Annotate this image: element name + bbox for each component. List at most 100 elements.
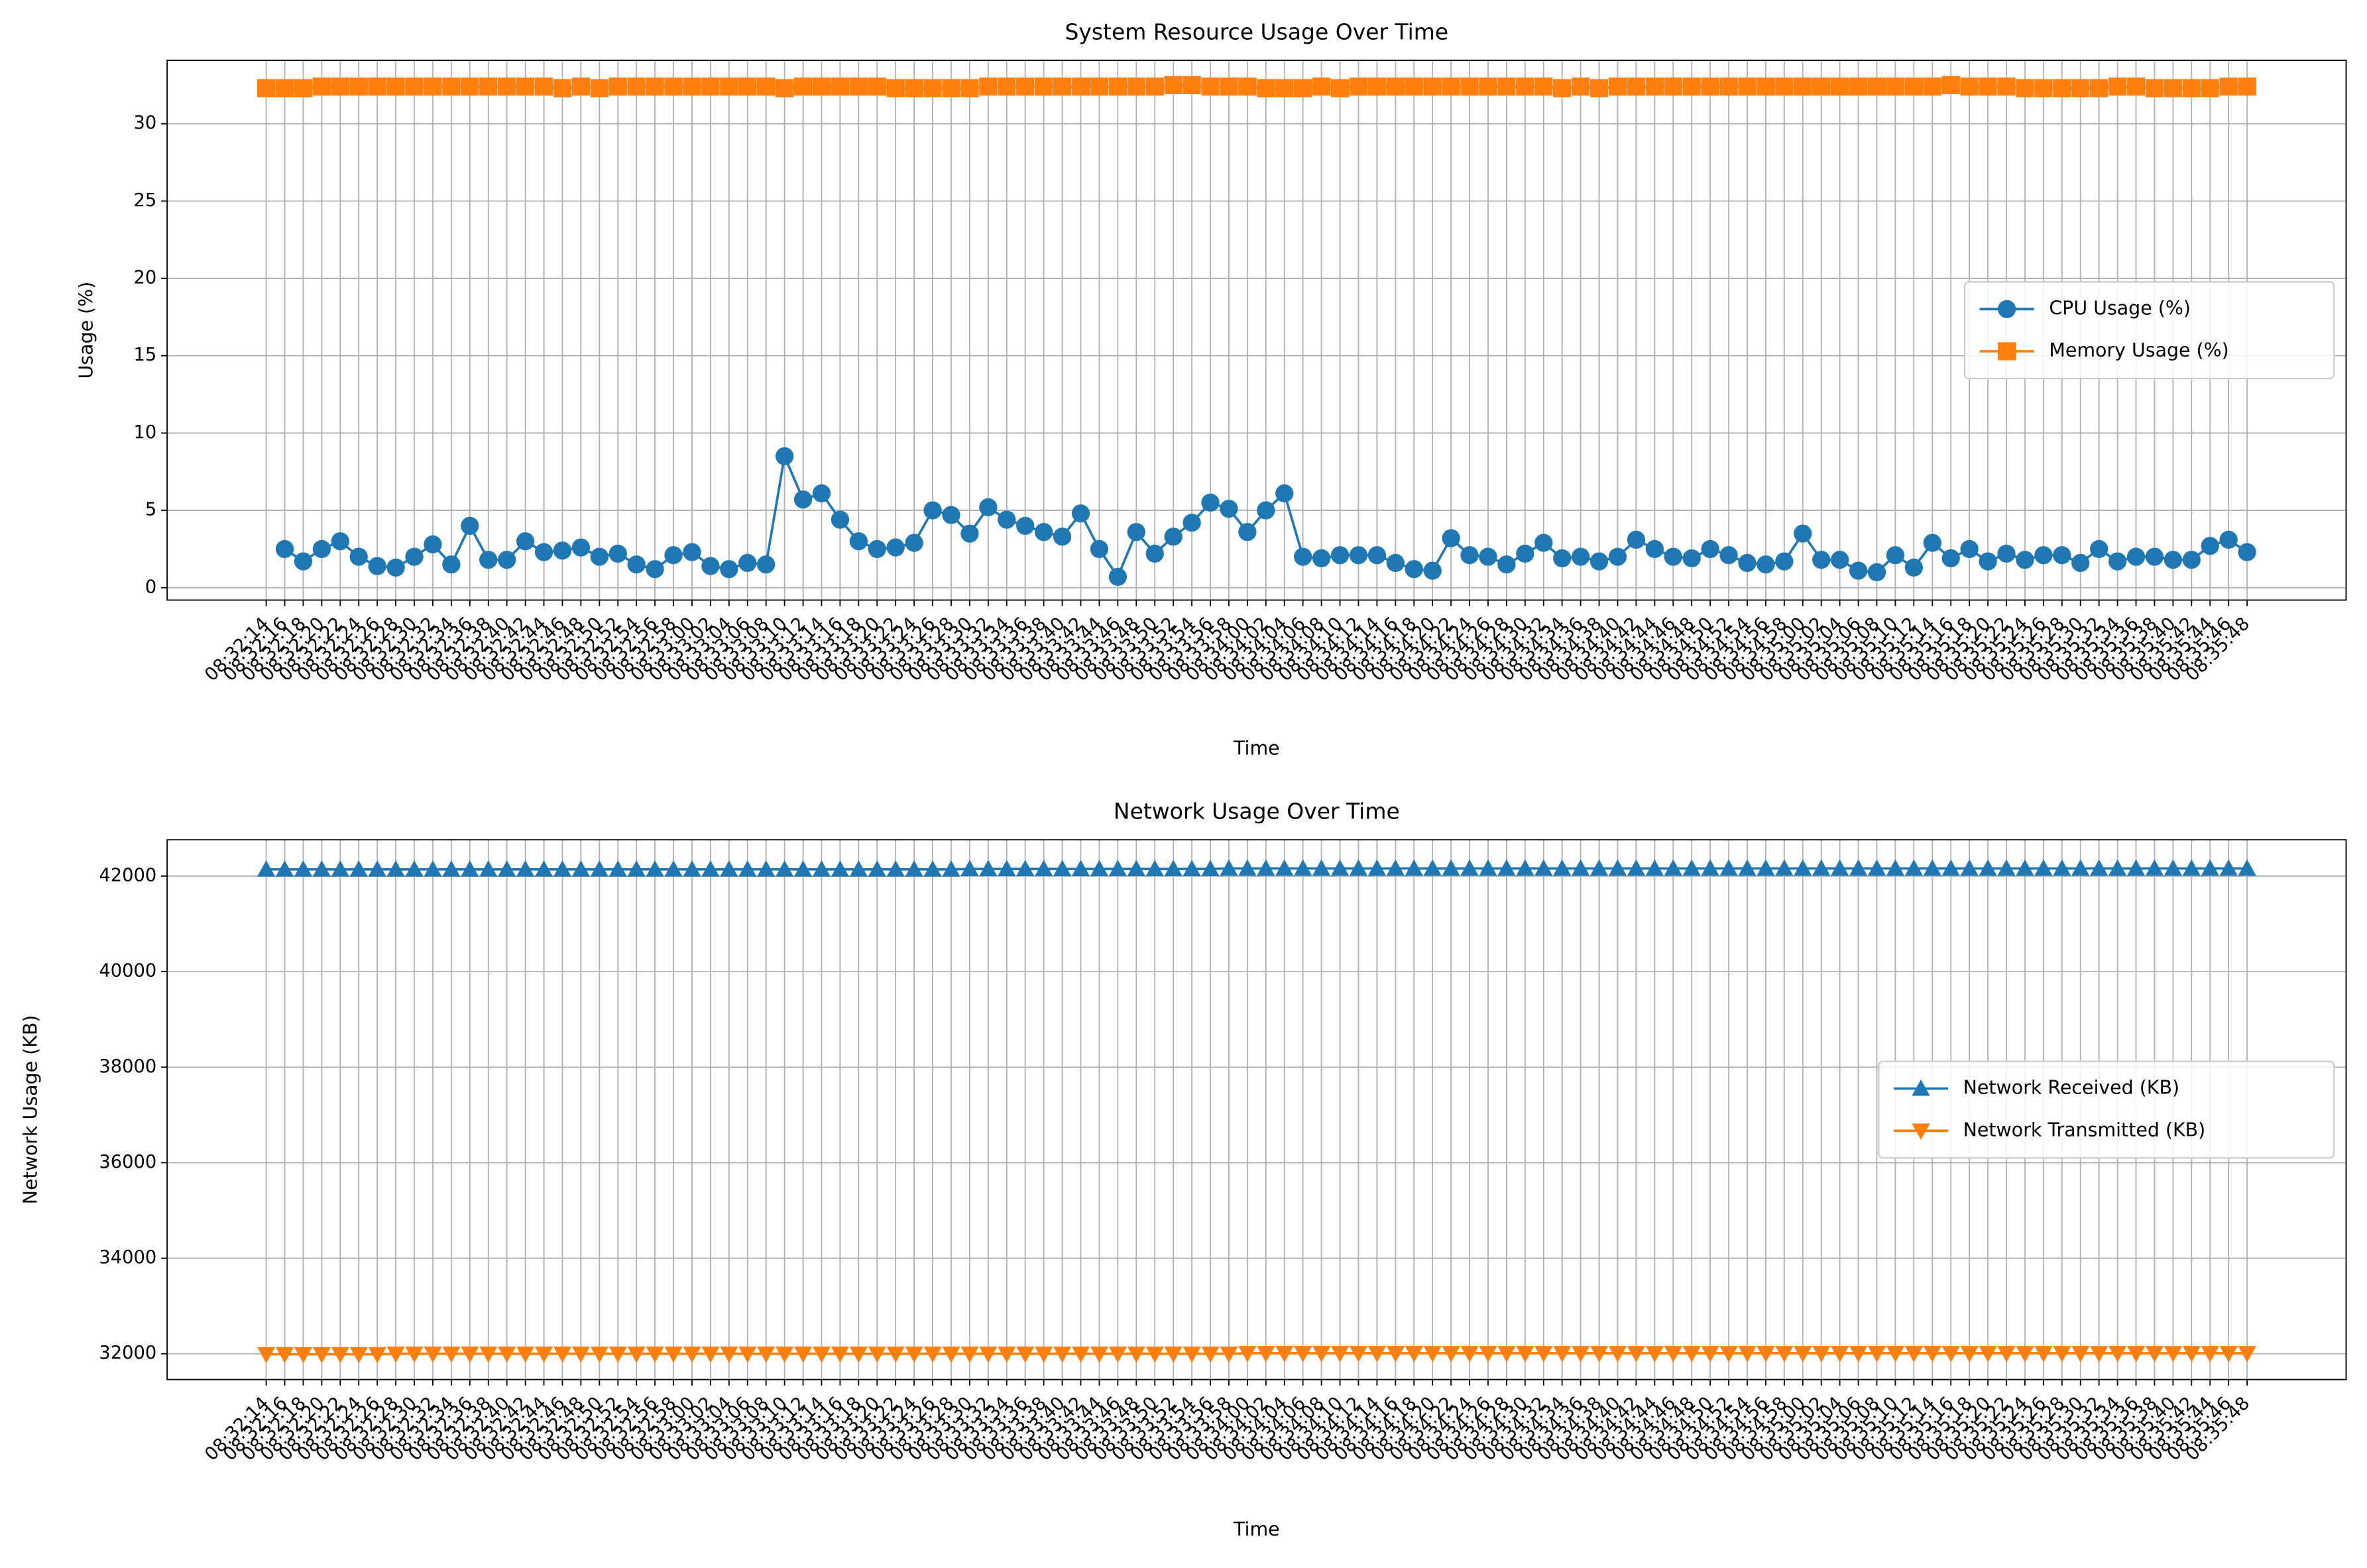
marker xyxy=(942,506,960,524)
marker xyxy=(1719,1346,1738,1363)
marker xyxy=(1108,567,1127,587)
marker xyxy=(2182,79,2201,97)
marker xyxy=(2201,859,2219,876)
marker xyxy=(349,860,368,877)
marker xyxy=(720,560,738,579)
marker xyxy=(1608,78,1627,96)
marker xyxy=(1589,859,1609,876)
marker xyxy=(1423,1346,1442,1363)
marker xyxy=(534,78,553,96)
marker xyxy=(1460,1346,1479,1363)
marker xyxy=(646,560,664,579)
marker xyxy=(1849,561,1868,580)
marker xyxy=(757,78,776,96)
marker xyxy=(461,1346,479,1363)
marker xyxy=(1405,78,1423,96)
marker xyxy=(553,541,572,560)
marker xyxy=(998,1346,1016,1363)
marker xyxy=(2164,1346,2183,1363)
marker xyxy=(1294,79,1312,97)
y-tick-label: 5 xyxy=(145,500,156,520)
marker xyxy=(1201,493,1220,512)
marker xyxy=(1349,1346,1368,1363)
marker xyxy=(2053,546,2071,565)
marker xyxy=(553,860,572,877)
marker xyxy=(738,860,757,877)
marker xyxy=(868,1346,886,1363)
marker xyxy=(1220,78,1238,96)
marker xyxy=(1738,1346,1757,1363)
marker xyxy=(1423,78,1442,96)
marker xyxy=(2090,1346,2108,1363)
marker xyxy=(1645,78,1664,96)
marker xyxy=(1941,549,1960,568)
marker xyxy=(1794,78,1812,96)
marker xyxy=(294,860,313,877)
y-tick-label: 36000 xyxy=(99,1152,156,1172)
marker xyxy=(534,543,553,561)
marker xyxy=(2145,1346,2164,1363)
marker xyxy=(1423,859,1442,876)
marker xyxy=(590,79,608,97)
marker xyxy=(534,1346,553,1363)
marker xyxy=(405,1346,424,1363)
marker xyxy=(2071,553,2090,573)
marker xyxy=(627,860,646,877)
marker xyxy=(1238,523,1257,541)
marker xyxy=(516,532,535,551)
marker xyxy=(1442,1346,1460,1363)
marker xyxy=(1516,544,1534,563)
marker xyxy=(683,78,701,96)
marker xyxy=(1645,859,1664,876)
marker xyxy=(1516,859,1534,876)
marker xyxy=(349,78,368,96)
marker xyxy=(812,78,831,96)
marker xyxy=(1608,547,1627,566)
marker xyxy=(1682,1346,1701,1363)
marker xyxy=(1034,523,1053,541)
marker xyxy=(442,1346,461,1363)
marker xyxy=(1719,859,1738,876)
marker xyxy=(979,860,998,877)
marker xyxy=(1534,78,1553,96)
marker xyxy=(1664,859,1682,876)
marker xyxy=(979,498,998,517)
marker xyxy=(1757,78,1775,96)
marker xyxy=(1442,859,1460,876)
marker xyxy=(2053,79,2071,97)
marker xyxy=(1682,549,1701,568)
marker xyxy=(1589,1346,1609,1363)
marker xyxy=(1627,859,1646,876)
marker xyxy=(1016,1346,1035,1363)
marker xyxy=(1238,78,1257,96)
marker xyxy=(424,535,442,554)
marker xyxy=(312,1347,331,1364)
marker xyxy=(757,555,776,574)
marker xyxy=(1312,78,1331,96)
marker xyxy=(1071,504,1090,523)
marker xyxy=(868,860,886,877)
marker xyxy=(1701,78,1719,96)
marker xyxy=(442,78,461,96)
marker xyxy=(1479,547,1497,566)
marker xyxy=(1386,553,1405,573)
marker xyxy=(1997,78,2016,96)
marker xyxy=(608,544,627,563)
legend-label: CPU Usage (%) xyxy=(2049,297,2191,319)
y-axis-label: Network Usage (KB) xyxy=(19,1015,41,1205)
marker xyxy=(905,79,923,97)
marker xyxy=(1164,1346,1183,1363)
marker xyxy=(1108,860,1127,877)
marker xyxy=(1257,859,1275,876)
marker xyxy=(1904,859,1924,876)
y-axis-label: Usage (%) xyxy=(76,282,97,379)
marker xyxy=(1912,1123,1930,1140)
marker xyxy=(627,78,646,96)
marker xyxy=(312,539,331,559)
marker xyxy=(2108,78,2127,96)
marker xyxy=(1757,555,1775,574)
marker xyxy=(1682,78,1701,96)
marker xyxy=(331,1347,349,1364)
marker xyxy=(1830,78,1849,96)
marker xyxy=(1127,1346,1145,1363)
